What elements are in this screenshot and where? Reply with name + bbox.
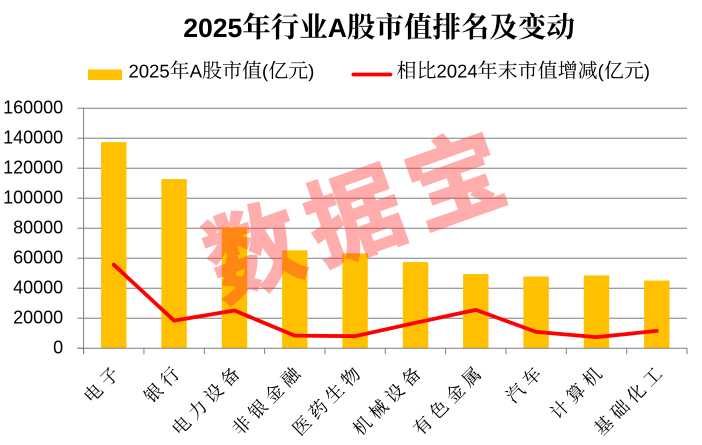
svg-text:160000: 160000 (3, 98, 63, 118)
svg-text:100000: 100000 (3, 188, 63, 208)
svg-text:60000: 60000 (13, 248, 63, 268)
svg-text:120000: 120000 (3, 158, 63, 178)
svg-text:0: 0 (53, 338, 63, 358)
svg-text:20000: 20000 (13, 308, 63, 328)
svg-text:40000: 40000 (13, 278, 63, 298)
svg-text:140000: 140000 (3, 128, 63, 148)
svg-text:80000: 80000 (13, 218, 63, 238)
